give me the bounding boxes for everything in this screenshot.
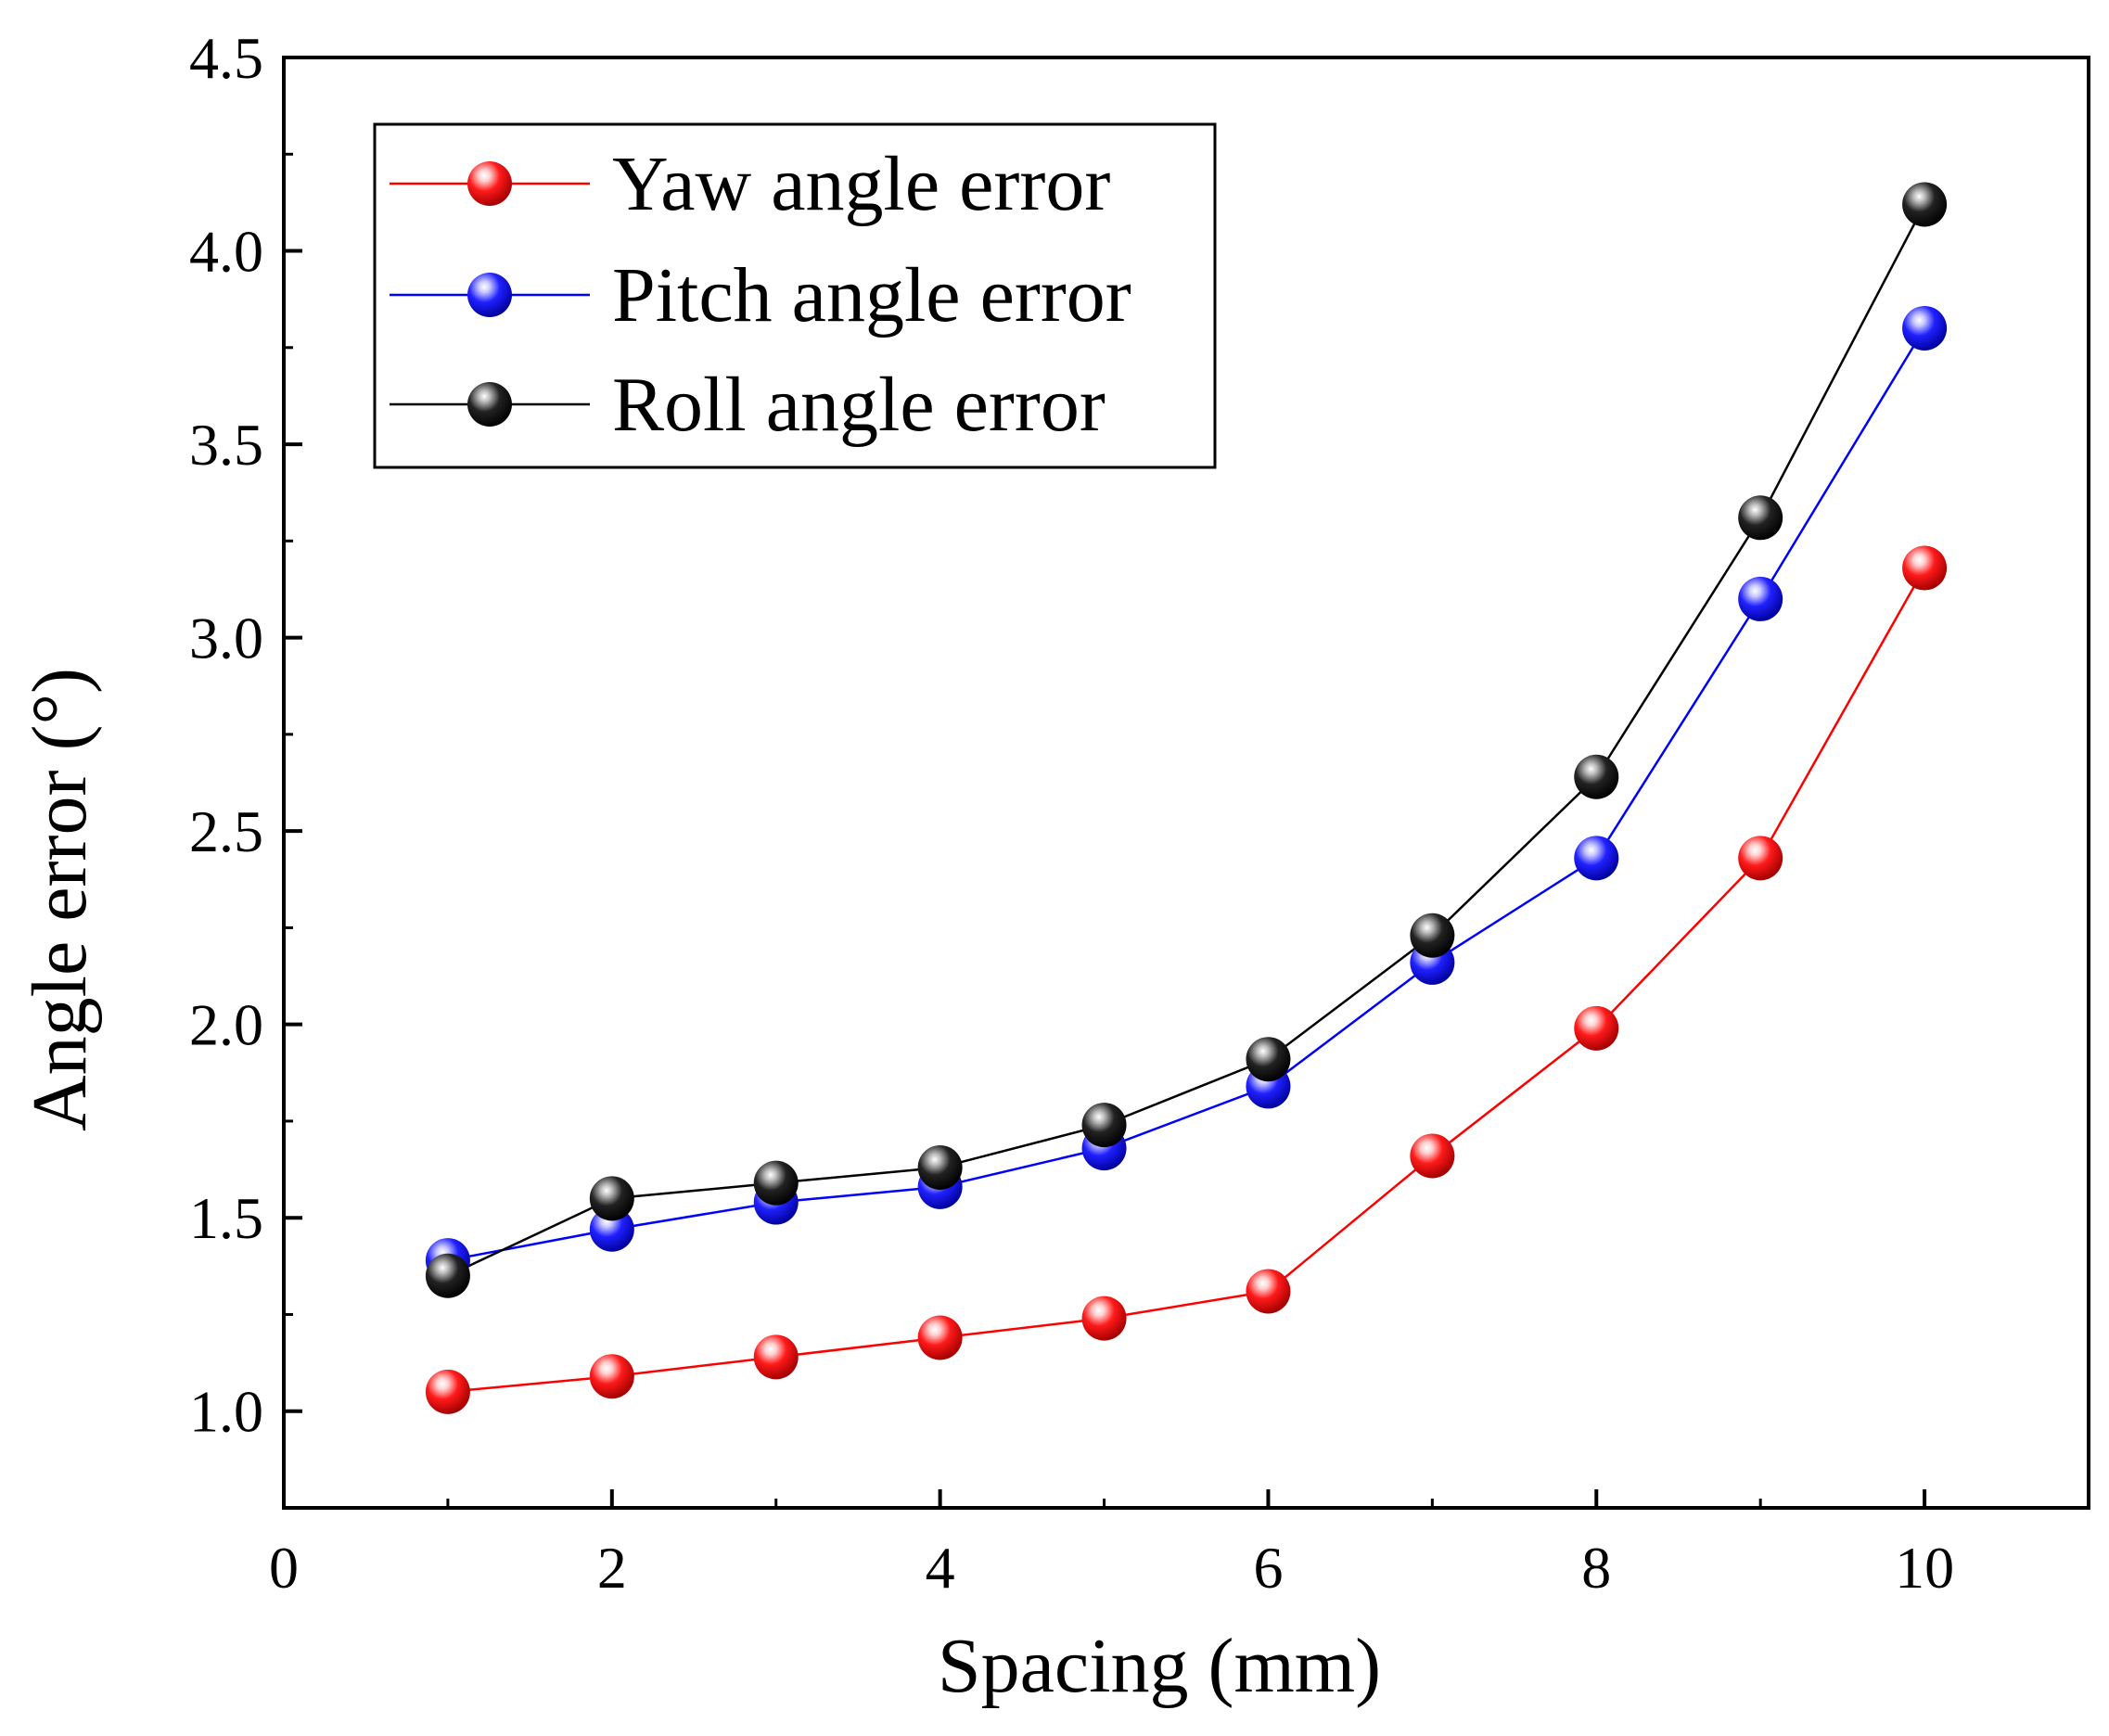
data-point-roll — [1738, 495, 1783, 541]
data-point-roll — [1574, 754, 1619, 799]
data-point-pitch — [1574, 836, 1619, 881]
data-point-roll — [425, 1253, 470, 1298]
y-tick-label: 4.0 — [189, 219, 263, 285]
series-line-roll — [447, 203, 1926, 1277]
x-tick-label: 10 — [1895, 1535, 1954, 1601]
legend-marker-roll — [467, 382, 512, 427]
legend-marker-yaw — [467, 161, 512, 206]
data-point-yaw — [1902, 545, 1948, 591]
data-point-pitch — [1902, 305, 1948, 351]
plot-frame — [282, 56, 2090, 1510]
data-point-yaw — [1410, 1133, 1455, 1179]
data-point-yaw — [753, 1334, 799, 1380]
legend-label-roll: Roll angle error — [612, 362, 1106, 448]
data-point-yaw — [1574, 1005, 1619, 1051]
series-lines — [447, 203, 1926, 1394]
y-tick-label: 1.0 — [189, 1379, 263, 1445]
data-point-roll — [1902, 182, 1948, 227]
x-tick-label: 4 — [926, 1535, 955, 1601]
data-point-pitch — [1738, 576, 1783, 621]
x-tick-label: 0 — [269, 1535, 299, 1601]
series-markers — [425, 182, 1948, 1414]
data-point-yaw — [1246, 1269, 1291, 1314]
legend: Yaw angle error Pitch angle error Roll a… — [373, 122, 1217, 469]
x-tick-label: 6 — [1253, 1535, 1283, 1601]
y-tick-label: 4.5 — [189, 25, 263, 91]
data-point-yaw — [589, 1354, 634, 1399]
data-point-roll — [1246, 1037, 1291, 1082]
x-tick-label: 2 — [597, 1535, 627, 1601]
legend-label-pitch: Pitch angle error — [612, 252, 1131, 338]
y-tick-label: 2.0 — [189, 992, 263, 1058]
data-point-pitch — [589, 1206, 634, 1252]
data-point-roll — [1410, 913, 1455, 958]
y-tick-label: 3.5 — [189, 412, 263, 478]
data-point-yaw — [425, 1369, 470, 1414]
x-tick-label: 8 — [1581, 1535, 1611, 1601]
y-axis-title: Angle error (°) — [17, 668, 103, 1131]
data-point-yaw — [917, 1315, 963, 1360]
series-line-yaw — [447, 567, 1926, 1394]
legend-item-roll: Roll angle error — [390, 362, 1106, 448]
data-point-roll — [589, 1176, 634, 1221]
data-point-roll — [753, 1160, 799, 1206]
legend-item-yaw: Yaw angle error — [390, 141, 1110, 227]
y-tick-label: 3.0 — [189, 606, 263, 671]
axis-ticks: 0 2 4 6 8 10 1.0 1.5 2.0 2.5 3.0 3.5 4.0 4.5 — [189, 25, 1954, 1601]
data-point-yaw — [1081, 1296, 1127, 1341]
data-point-roll — [1081, 1103, 1127, 1148]
legend-label-yaw: Yaw angle error — [612, 141, 1110, 227]
x-axis-title: Spacing (mm) — [938, 1623, 1381, 1709]
legend-marker-pitch — [467, 273, 512, 317]
data-point-roll — [917, 1144, 963, 1190]
y-tick-label: 1.5 — [189, 1185, 263, 1251]
legend-item-pitch: Pitch angle error — [390, 252, 1131, 338]
data-point-yaw — [1738, 836, 1783, 881]
y-tick-label: 2.5 — [189, 798, 263, 864]
series-line-pitch — [447, 327, 1926, 1262]
